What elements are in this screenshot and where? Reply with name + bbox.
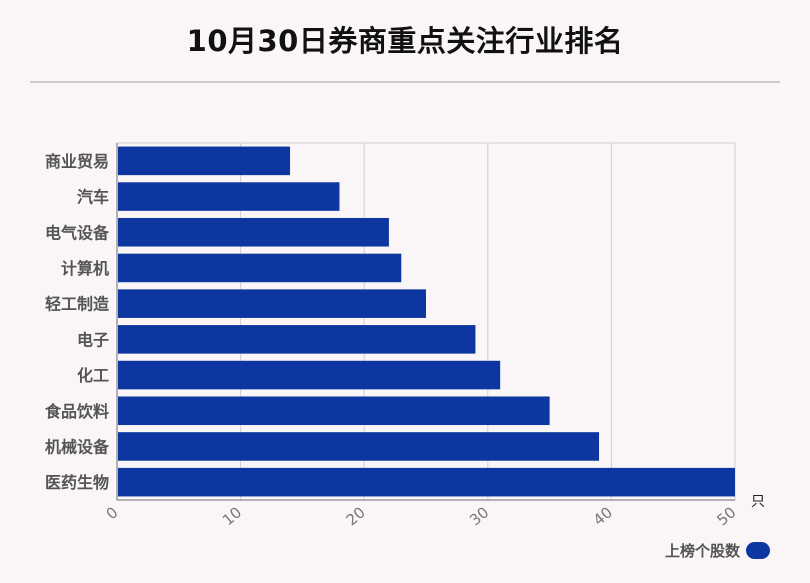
bar <box>118 325 476 354</box>
chart-title: 10月30日券商重点关注行业排名 <box>186 24 624 58</box>
legend-label: 上榜个股数 <box>664 542 740 560</box>
x-tick-label: 10 <box>219 503 245 529</box>
x-axis-unit: 只 <box>751 494 765 510</box>
bar <box>118 182 340 211</box>
legend-swatch[interactable] <box>746 542 770 559</box>
category-label: 汽车 <box>77 188 109 207</box>
category-label: 计算机 <box>61 259 109 278</box>
category-label: 食品饮料 <box>44 402 109 421</box>
bar <box>118 146 291 176</box>
category-label: 电子 <box>77 330 109 349</box>
bar <box>118 432 600 461</box>
bar <box>118 253 402 283</box>
x-tick-label: 40 <box>590 503 616 529</box>
x-tick-label: 30 <box>466 503 492 529</box>
x-tick-label: 20 <box>343 503 369 529</box>
bar <box>118 360 501 390</box>
bar <box>118 467 735 497</box>
bar <box>118 289 426 318</box>
x-tick-label: 0 <box>103 503 122 523</box>
category-label: 机械设备 <box>45 437 110 456</box>
category-label: 商业贸易 <box>45 152 109 171</box>
x-tick-label: 50 <box>713 503 739 529</box>
category-label: 电气设备 <box>45 223 110 242</box>
category-label: 化工 <box>77 366 109 385</box>
bar <box>118 217 389 247</box>
legend: 上榜个股数 <box>665 540 770 561</box>
category-label: 医药生物 <box>45 473 109 492</box>
bar <box>118 396 550 426</box>
category-label: 轻工制造 <box>45 295 110 314</box>
title-divider <box>30 81 780 83</box>
